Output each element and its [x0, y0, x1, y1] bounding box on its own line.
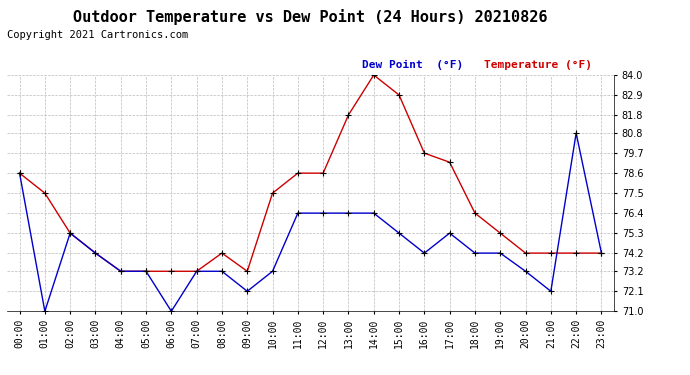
Text: Temperature (°F): Temperature (°F) — [484, 60, 591, 70]
Text: Copyright 2021 Cartronics.com: Copyright 2021 Cartronics.com — [7, 30, 188, 40]
Text: Outdoor Temperature vs Dew Point (24 Hours) 20210826: Outdoor Temperature vs Dew Point (24 Hou… — [73, 9, 548, 26]
Text: Dew Point  (°F): Dew Point (°F) — [362, 60, 464, 70]
